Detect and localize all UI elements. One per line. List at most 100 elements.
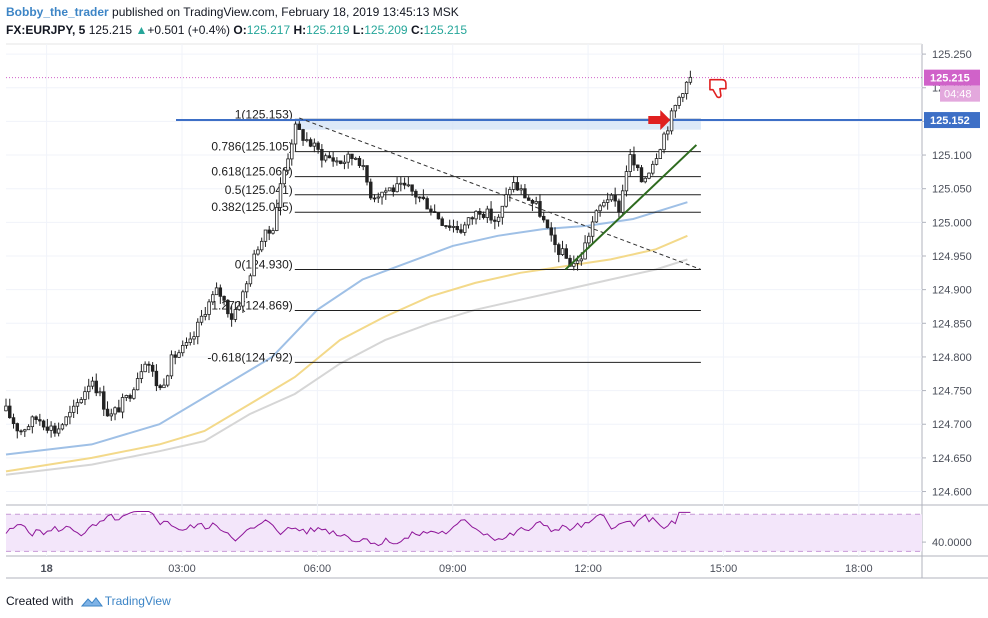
candle-body bbox=[184, 342, 189, 346]
thumbs-down-icon[interactable] bbox=[709, 78, 727, 99]
author-name[interactable]: Bobby_the_trader bbox=[6, 5, 109, 19]
candle-body bbox=[688, 76, 693, 83]
close-value: 125.215 bbox=[423, 23, 468, 37]
candle-body bbox=[425, 198, 429, 210]
candle-body bbox=[316, 142, 320, 150]
x-tick-label: 12:00 bbox=[574, 563, 602, 575]
candle-body bbox=[282, 169, 286, 185]
candle-body bbox=[613, 194, 617, 202]
y-tick-label: 124.700 bbox=[932, 419, 972, 431]
candle-body bbox=[23, 429, 27, 432]
open-value: 125.217 bbox=[246, 23, 291, 37]
breakout-arrow-icon bbox=[648, 110, 671, 131]
candle-body bbox=[605, 199, 610, 203]
candle-body bbox=[684, 81, 689, 95]
candle-body bbox=[117, 407, 121, 413]
candle-body bbox=[519, 188, 523, 191]
candle-body bbox=[440, 218, 444, 226]
level-price-badge bbox=[924, 112, 980, 129]
candle-body bbox=[365, 165, 369, 183]
candle-body bbox=[135, 378, 140, 391]
candle-body bbox=[64, 416, 68, 426]
candle-body bbox=[387, 187, 392, 192]
candle-body bbox=[79, 399, 83, 404]
candle-body bbox=[500, 205, 505, 218]
candle-body bbox=[523, 188, 527, 199]
candle-body bbox=[124, 395, 129, 398]
candle-body bbox=[508, 189, 512, 196]
candle-body bbox=[493, 219, 497, 222]
candle-body bbox=[681, 93, 685, 98]
candle-body bbox=[139, 371, 144, 379]
candle-body bbox=[53, 425, 57, 434]
candle-body bbox=[406, 184, 411, 187]
candle-body bbox=[4, 405, 8, 412]
rsi-band bbox=[6, 514, 922, 552]
candle-body bbox=[575, 260, 580, 264]
price-change: +0.501 (+0.4%) bbox=[147, 23, 231, 37]
last-price: 125.215 bbox=[88, 23, 133, 37]
candle-body bbox=[327, 155, 332, 159]
candle-body bbox=[369, 181, 373, 199]
candle-body bbox=[271, 230, 275, 234]
y-tick-label: 125.050 bbox=[932, 184, 972, 196]
candle-body bbox=[376, 196, 380, 199]
candle-body bbox=[241, 291, 245, 307]
candle-body bbox=[68, 411, 72, 418]
candle-body bbox=[658, 149, 663, 159]
fib-level-label: 0.5(125.041) bbox=[225, 183, 293, 197]
symbol-label[interactable]: FX:EURJPY, 5 bbox=[6, 23, 86, 37]
candle-body bbox=[662, 133, 666, 151]
candle-body bbox=[677, 96, 681, 106]
candle-body bbox=[19, 430, 23, 433]
candle-body bbox=[673, 105, 678, 112]
candle-body bbox=[511, 182, 516, 190]
candle-body bbox=[624, 171, 629, 192]
candle-body bbox=[534, 201, 538, 204]
candle-body bbox=[590, 221, 595, 237]
candle-body bbox=[49, 425, 53, 431]
candle-body bbox=[267, 229, 271, 234]
candle-body bbox=[15, 423, 19, 432]
created-with-text: Created with bbox=[6, 594, 74, 608]
fib-level-label: 0.786(125.105) bbox=[211, 140, 292, 154]
candle-body bbox=[192, 336, 196, 340]
candle-body bbox=[30, 416, 35, 428]
candle-body bbox=[237, 305, 241, 310]
candle-body bbox=[459, 229, 463, 233]
candle-body bbox=[538, 201, 542, 217]
low-label: L: bbox=[352, 23, 365, 37]
candle-body bbox=[94, 380, 98, 394]
tradingview-brand[interactable]: TradingView bbox=[104, 594, 171, 608]
candle-body bbox=[290, 143, 294, 160]
support-trendline[interactable] bbox=[564, 144, 698, 271]
candle-body bbox=[75, 402, 80, 407]
moving-average-line bbox=[5, 234, 688, 473]
x-tick-label: 06:00 bbox=[304, 563, 332, 575]
candle-body bbox=[207, 301, 211, 315]
candle-body bbox=[545, 219, 550, 229]
candle-body bbox=[188, 338, 192, 343]
candle-body bbox=[293, 123, 298, 145]
countdown-text: 04:48 bbox=[944, 89, 972, 101]
candle-body bbox=[384, 190, 388, 193]
dashed-trendline[interactable] bbox=[299, 117, 702, 270]
candle-body bbox=[609, 194, 614, 201]
candle-body bbox=[463, 224, 467, 233]
candle-body bbox=[632, 154, 636, 166]
candle-body bbox=[361, 165, 365, 167]
candle-body bbox=[120, 397, 125, 413]
candle-body bbox=[447, 225, 452, 228]
chart-header: Bobby_the_trader published on TradingVie… bbox=[6, 4, 906, 38]
candle-body bbox=[515, 182, 520, 191]
candle-body bbox=[542, 215, 546, 221]
candle-body bbox=[109, 413, 114, 417]
footer: Created with TradingView bbox=[6, 592, 171, 610]
candle-body bbox=[620, 190, 625, 213]
candle-body bbox=[162, 384, 166, 389]
candle-body bbox=[530, 200, 535, 204]
candle-body bbox=[11, 417, 16, 424]
candle-body bbox=[594, 210, 599, 223]
candle-body bbox=[636, 164, 640, 169]
